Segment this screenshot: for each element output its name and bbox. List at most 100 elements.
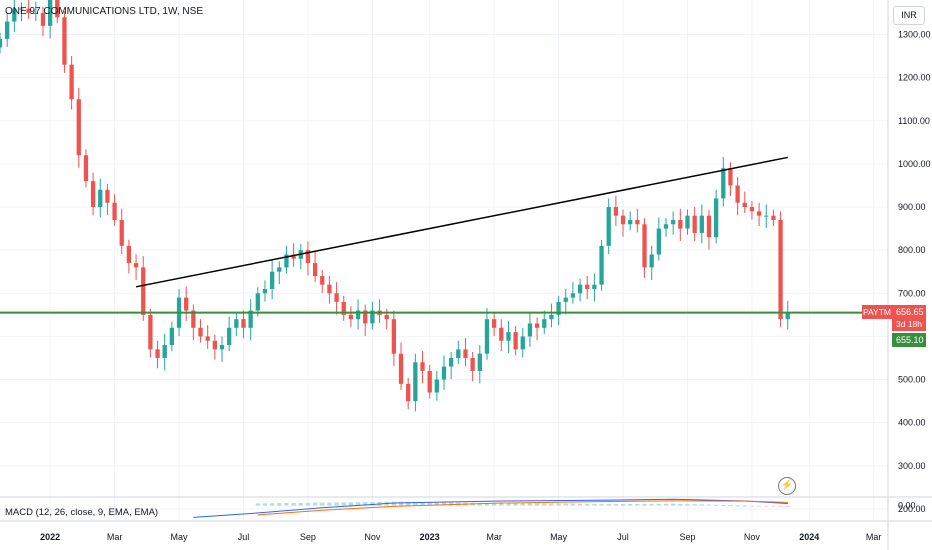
macd-histogram-bar: [764, 505, 769, 507]
macd-histogram-bar: [277, 503, 282, 506]
candle-body: [599, 245, 604, 285]
chart-grid: [0, 0, 888, 520]
candle-body: [105, 189, 110, 203]
x-tick-label: Mar: [866, 532, 882, 542]
macd-histogram-bar: [534, 503, 540, 506]
macd-histogram-bar: [420, 502, 425, 506]
macd-histogram-bar: [721, 504, 726, 506]
macd-histogram-bar: [312, 502, 318, 506]
macd-histogram-bar: [427, 502, 432, 506]
trend-line: [135, 156, 788, 288]
candle-body: [699, 215, 704, 233]
candle-body: [141, 267, 146, 315]
macd-zero-label: 0.00: [898, 501, 916, 511]
macd-histogram-bar: [413, 501, 418, 506]
macd-histogram-bar: [262, 503, 268, 506]
candle-body: [441, 366, 447, 380]
candle-body: [692, 215, 697, 233]
macd-histogram-bar: [749, 505, 755, 507]
macd-histogram-bar: [334, 502, 339, 506]
macd-histogram-bar: [341, 502, 346, 506]
candle-body: [513, 332, 518, 350]
candle-body: [542, 319, 547, 328]
macd-histogram-bar: [735, 505, 740, 507]
bolt-icon[interactable]: ⚡: [778, 477, 796, 495]
macd-histogram-bar: [742, 505, 747, 507]
candle-body: [47, 0, 53, 26]
candle-body: [449, 357, 454, 367]
macd-histogram-bar: [613, 504, 619, 506]
macd-histogram-bar: [542, 503, 547, 506]
candle-body: [713, 198, 719, 238]
candle-body: [520, 336, 525, 350]
macd-histogram-bar: [628, 503, 633, 506]
currency-button[interactable]: INR: [893, 6, 925, 25]
macd-histogram-bar: [391, 501, 397, 506]
symbol-tag-label: PAYTM: [863, 307, 891, 317]
price-tag-value: 656.65: [896, 307, 924, 317]
candle-body: [649, 254, 654, 268]
candle-body: [527, 323, 533, 337]
macd-histogram-bar: [284, 503, 289, 506]
candle-body: [5, 21, 10, 39]
candle-body: [685, 215, 690, 229]
x-tick-label: May: [550, 532, 568, 542]
candle-body: [577, 284, 583, 294]
candle-body: [384, 314, 389, 320]
candle-body: [269, 271, 275, 289]
macd-indicator-label[interactable]: MACD (12, 26, close, 9, EMA, EMA): [5, 507, 159, 518]
x-tick-label: Jul: [617, 532, 629, 542]
candle-body: [320, 276, 325, 285]
candle-body: [549, 314, 554, 320]
candle-body: [83, 155, 89, 182]
candle-body: [12, 8, 17, 22]
candle-body: [721, 168, 726, 199]
macd-histogram-bar: [370, 501, 375, 506]
candle-body: [327, 284, 332, 294]
candle-body: [262, 288, 268, 294]
candle-body: [413, 362, 418, 402]
chart-title: ONE 97 COMMUNICATIONS LTD, 1W, NSE: [5, 6, 203, 17]
candle-body: [370, 310, 375, 324]
candle-body: [506, 332, 511, 341]
y-tick-label: 1100.00: [898, 116, 930, 126]
candle-body: [456, 349, 461, 358]
macd-histogram-bar: [570, 503, 576, 506]
y-tick-label: 700.00: [898, 288, 926, 298]
macd-histogram-bar: [355, 502, 361, 506]
candle-body: [0, 38, 3, 48]
y-tick-label: 800.00: [898, 245, 926, 255]
candle-body: [663, 224, 669, 229]
candle-body: [291, 254, 296, 259]
candle-body: [499, 327, 504, 341]
y-tick-label: 200.00: [898, 504, 926, 514]
candle-body: [735, 185, 740, 203]
candle-body: [126, 245, 132, 264]
candle-body: [398, 353, 404, 384]
candle-body: [55, 0, 60, 18]
level-tag: [892, 332, 926, 347]
y-tick-label: 300.00: [898, 461, 926, 471]
macd-histogram-bar: [269, 503, 275, 506]
macd-histogram-bar: [406, 501, 411, 506]
candle-body: [563, 297, 568, 302]
candle-body: [169, 327, 175, 346]
macd-histogram-bar: [713, 504, 719, 506]
price-tag-countdown: 3d 18h: [896, 319, 922, 329]
macd-histogram-bar: [491, 503, 497, 506]
candle-body: [491, 319, 497, 328]
macd-histogram-bar: [585, 503, 590, 506]
x-tick-label: Mar: [107, 532, 123, 542]
candle-body: [470, 357, 475, 371]
macd-histogram-bar: [706, 504, 712, 506]
candle-body: [749, 207, 755, 212]
candle-body: [592, 284, 597, 289]
candle-body: [62, 17, 67, 65]
macd-histogram-bar: [320, 502, 325, 506]
candle-body: [606, 207, 611, 246]
price-axis: 1300.00 1200.00 1100.00 1000.00 900.00 800.00…: [887, 0, 931, 550]
candle-body: [234, 319, 239, 328]
candle-body: [771, 215, 776, 220]
candle-body: [628, 219, 633, 225]
